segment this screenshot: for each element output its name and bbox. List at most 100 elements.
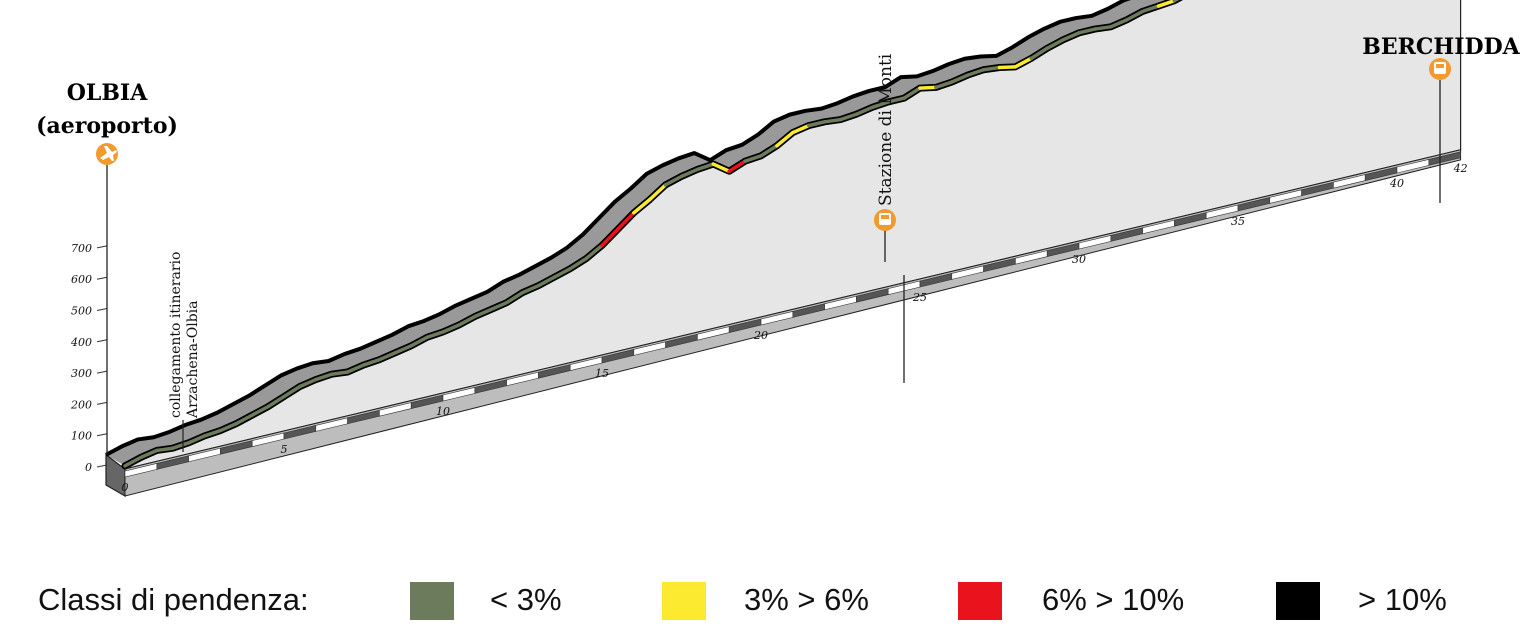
route-segment <box>679 167 700 179</box>
route-segment <box>965 67 986 77</box>
legend-label-6to10: 6% > 10% <box>1042 582 1185 617</box>
route-segment <box>695 162 716 172</box>
profile-top-surface <box>106 0 1176 466</box>
route-segment <box>838 112 859 122</box>
route-segment <box>981 65 1002 72</box>
distance-tick-label: 25 <box>912 291 927 304</box>
legend-label-lt3: < 3% <box>490 582 562 617</box>
route-segment <box>584 243 604 261</box>
route-segment <box>600 227 620 248</box>
route-segment <box>1093 25 1113 31</box>
route-segment <box>1124 9 1145 22</box>
elevation-tick-label: 200 <box>70 398 92 411</box>
elevation-tick-label: 600 <box>71 273 92 286</box>
route-segment <box>568 256 588 271</box>
legend-label-3to6: 3% > 6% <box>744 582 869 617</box>
distance-tick-label: 35 <box>1231 215 1245 228</box>
elevation-tick <box>96 339 108 343</box>
route-segment <box>425 330 445 340</box>
distance-tick-label: 5 <box>281 443 288 456</box>
place-markers: OLBIA (aeroporto) Stazione di Monti BERC… <box>36 34 1521 455</box>
annotation-line2: Arzachena-Olbia <box>185 300 201 419</box>
route-segment <box>504 290 525 305</box>
route-segment <box>266 394 286 409</box>
route-segment <box>950 73 970 84</box>
elevation-axis: 0 100 200 300 400 500 600 700 <box>70 242 108 474</box>
elevation-tick <box>96 433 108 437</box>
route-segment <box>632 197 652 215</box>
elevation-tick <box>96 245 108 249</box>
legend-swatch-6to10 <box>958 582 1002 620</box>
route-segment <box>536 275 557 288</box>
elevation-tick <box>96 370 108 374</box>
distance-ruler: 0 5 10 15 20 25 30 35 40 42 <box>122 151 1468 494</box>
route-segment <box>1140 4 1161 14</box>
elevation-tick-label: 500 <box>71 305 92 318</box>
distance-tick-label: 42 <box>1453 162 1468 175</box>
route-segment <box>329 370 350 376</box>
profile-top-outline <box>105 0 1132 457</box>
distance-tick-label: 40 <box>1389 177 1404 190</box>
route-segment <box>934 80 954 90</box>
route-segment <box>520 283 541 295</box>
route-segment <box>1029 46 1049 61</box>
elevation-tick <box>96 308 108 311</box>
route-segment <box>202 428 223 438</box>
elevation-tick-label: 100 <box>71 430 92 443</box>
elevation-tick <box>96 464 108 468</box>
route-segment <box>186 434 207 445</box>
legend-swatch-lt3 <box>410 582 454 620</box>
route-segment <box>886 96 906 104</box>
route-segment <box>139 448 159 460</box>
route-segment <box>791 123 811 135</box>
route-segment <box>775 130 795 148</box>
route-segment <box>1109 18 1129 29</box>
legend-swatch-gt10 <box>1276 582 1320 620</box>
route-segment <box>377 351 398 362</box>
start-place-subname: (aeroporto) <box>36 113 178 139</box>
route-segment <box>1013 56 1034 69</box>
elevation-profile-chart: 0 100 200 300 400 500 600 700 0 5 10 15 20 25 30 35 40 4… <box>36 0 1521 498</box>
route-segment <box>218 421 239 433</box>
elevation-tick-label: 400 <box>70 336 92 349</box>
bus-window-end <box>1436 64 1444 68</box>
route-segment <box>409 335 429 348</box>
route-segment <box>123 455 143 468</box>
bus-window <box>881 215 889 219</box>
legend-label-gt10: > 10% <box>1358 582 1447 617</box>
airplane-glyph <box>100 146 117 161</box>
elevation-tick-label: 700 <box>71 242 92 255</box>
distance-tick-label: 10 <box>436 405 450 418</box>
elevation-tick-label: 300 <box>71 367 92 380</box>
slope-colored-route <box>121 0 1184 470</box>
route-segment <box>1061 31 1081 42</box>
route-segment <box>822 117 843 124</box>
route-segment <box>170 441 191 450</box>
route-segment <box>441 323 461 334</box>
route-segment <box>647 183 668 202</box>
distance-tick-label: 15 <box>595 367 609 380</box>
distance-tick-label: 0 <box>122 481 129 494</box>
end-place-name: BERCHIDDA <box>1362 34 1520 60</box>
distance-tick-label: 20 <box>753 329 768 342</box>
route-segment <box>902 86 922 100</box>
route-segment <box>250 404 270 417</box>
profile-block <box>105 0 1462 498</box>
route-segment <box>345 363 366 374</box>
route-segment <box>759 143 779 158</box>
elevation-tick-label: 0 <box>85 461 92 474</box>
route-segment <box>488 300 509 312</box>
legend-swatch-3to6 <box>662 582 706 620</box>
route-segment <box>997 65 1018 70</box>
route-segment <box>393 344 413 355</box>
profile-front-face <box>124 0 1462 470</box>
mid-place-name: Stazione di Monti <box>876 53 896 206</box>
route-segment <box>234 413 254 426</box>
ruler-segment <box>1428 151 1461 166</box>
route-segment <box>663 174 684 187</box>
route-segment <box>743 154 763 163</box>
elevation-tick <box>96 401 108 405</box>
elevation-tick <box>96 276 108 280</box>
route-segment <box>473 307 493 319</box>
route-segment <box>552 266 572 279</box>
